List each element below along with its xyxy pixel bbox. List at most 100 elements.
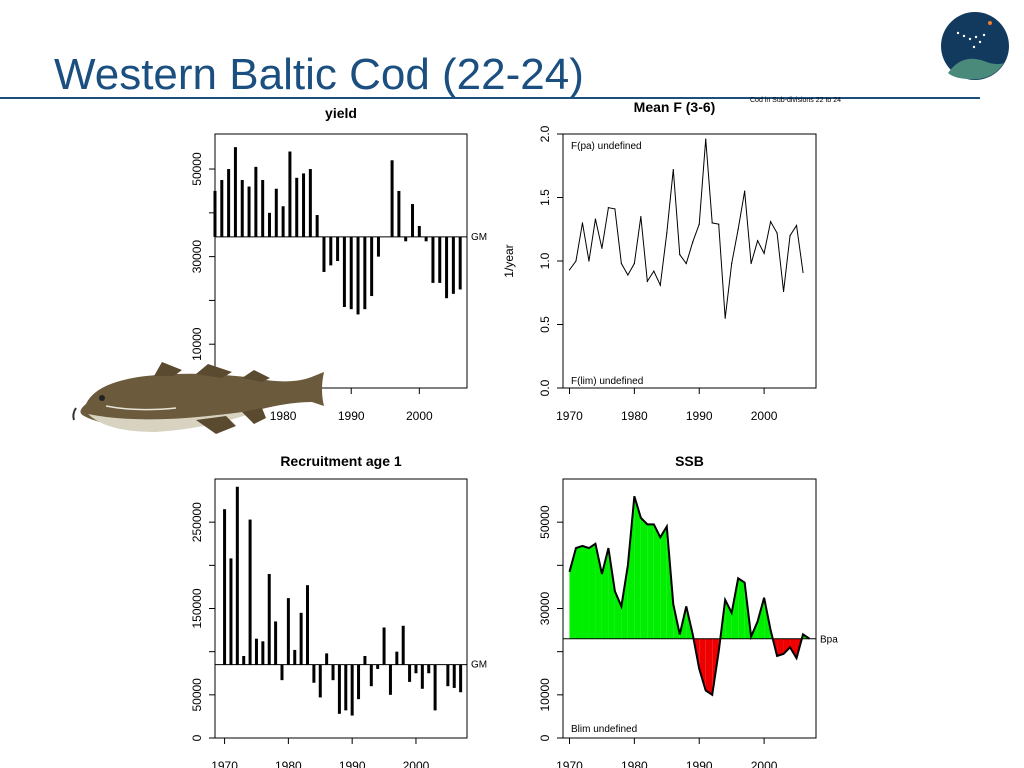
yield-baseline-label: GM xyxy=(471,232,487,243)
recruitment-bar xyxy=(459,664,463,693)
meanF-point xyxy=(698,223,700,225)
ssb-area-segment xyxy=(725,599,732,639)
recruitment-bar xyxy=(306,585,310,665)
recruitment-bar xyxy=(433,664,437,711)
meanF-point xyxy=(653,270,655,272)
recruitment-bar xyxy=(388,664,392,695)
yield-title: yield xyxy=(325,105,357,121)
meanF-point xyxy=(601,247,603,249)
ssb-area-segment xyxy=(738,578,745,639)
yield-xtick-label: 1990 xyxy=(338,409,365,423)
meanF-point xyxy=(744,190,746,192)
ssb-area-segment xyxy=(783,638,791,654)
ssb-area-segment xyxy=(705,638,713,695)
ssb-xtick-label: 1980 xyxy=(621,759,648,768)
yield-bar xyxy=(254,166,258,237)
recruitment-ytick-label: 150000 xyxy=(190,588,204,628)
recruitment-bar xyxy=(395,651,399,665)
meanF-ytick-label: 0.5 xyxy=(538,316,552,333)
recruitment-bar xyxy=(357,664,361,700)
yield-bar xyxy=(417,225,421,237)
recruitment-bar xyxy=(267,573,271,665)
ssb-series-line xyxy=(568,495,811,697)
meanF-xtick-label: 1970 xyxy=(556,409,583,423)
meanF-annotation-bottom: F(lim) undefined xyxy=(571,376,643,387)
recruitment-bar xyxy=(280,664,284,681)
yield-bar xyxy=(356,236,360,315)
recruitment-bar xyxy=(344,664,348,711)
meanF-point xyxy=(627,274,629,276)
yield-ytick-label: 30000 xyxy=(190,240,204,274)
yield-bar xyxy=(342,236,346,307)
ssb-area-segment xyxy=(731,578,739,639)
yield-bar xyxy=(267,212,271,237)
recruitment-bar xyxy=(414,664,418,674)
title-divider xyxy=(0,97,980,99)
recruitment-bar xyxy=(293,649,297,665)
recruitment-xtick-label: 2000 xyxy=(403,759,430,768)
meanF-point xyxy=(757,240,759,242)
recruitment-bar xyxy=(337,664,341,714)
meanF-title: Mean F (3-6) xyxy=(634,99,716,115)
recruitment-ytick-label: 0 xyxy=(190,734,204,741)
yield-bar xyxy=(390,160,394,237)
recruitment-title: Recruitment age 1 xyxy=(280,453,402,469)
recruitment-bar xyxy=(254,638,258,665)
meanF-point xyxy=(672,168,674,171)
recruitment-bar xyxy=(350,664,354,716)
meanF-series-line xyxy=(569,139,804,319)
meanF-point xyxy=(633,262,635,265)
meanF-point xyxy=(581,222,584,224)
recruitment-ytick-label: 250000 xyxy=(190,502,204,542)
recruitment-bar xyxy=(446,664,450,687)
meanF-point xyxy=(607,207,610,209)
ssb-area-segment xyxy=(647,524,654,639)
meanF-point xyxy=(692,241,694,243)
recruitment-xtick-label: 1970 xyxy=(211,759,238,768)
meanF-point xyxy=(795,224,798,227)
meanF-ytick-label: 0.0 xyxy=(538,379,552,396)
meanF-point xyxy=(763,252,765,254)
recruitment-bar xyxy=(229,558,233,665)
yield-bar xyxy=(363,236,367,310)
yield-bar xyxy=(411,204,415,237)
yield-ytick-label: 50000 xyxy=(190,152,204,186)
yield-bar xyxy=(424,236,428,242)
yield-bar xyxy=(233,147,237,237)
meanF-ytick-label: 1.0 xyxy=(538,252,552,269)
subdivision-note: Cod in Sub-divisions 22 to 24 xyxy=(750,97,841,104)
recruitment-bar xyxy=(331,664,335,681)
recruitment-xtick-label: 1980 xyxy=(275,759,302,768)
meanF-point xyxy=(594,218,597,220)
chart-recruitment: Recruitment age 1 0 50000 150000 250000 1970 1… xyxy=(190,453,487,768)
ssb-area-segment xyxy=(621,565,628,639)
ices-logo-icon xyxy=(941,12,1009,80)
meanF-point xyxy=(659,284,661,286)
recruitment-bar xyxy=(235,486,239,665)
chart-ssb: SSB 0 10000 30000 50000 1970 1980 1990 2000 Bpa Bl… xyxy=(538,453,838,768)
meanF-point xyxy=(737,228,739,230)
meanF-point xyxy=(769,221,772,223)
yield-bar xyxy=(274,188,278,237)
ssb-baseline-label: Bpa xyxy=(820,635,838,646)
recruitment-bar xyxy=(363,655,367,665)
yield-bar xyxy=(376,236,380,257)
meanF-point xyxy=(614,208,616,210)
meanF-point xyxy=(679,254,681,256)
ssb-area-segment xyxy=(699,638,706,691)
yield-xtick-label: 2000 xyxy=(406,409,433,423)
slide-title: Western Baltic Cod (22-24) xyxy=(54,50,584,99)
meanF-point xyxy=(724,317,726,319)
ssb-ytick-label: 50000 xyxy=(538,505,552,539)
ssb-xtick-label: 1970 xyxy=(556,759,583,768)
meanF-point xyxy=(776,232,778,234)
ssb-ytick-label: 30000 xyxy=(538,591,552,625)
ssb-area-segment xyxy=(582,545,589,639)
yield-bar xyxy=(349,236,353,310)
recruitment-bar xyxy=(369,664,373,687)
recruitment-bar xyxy=(299,612,303,665)
meanF-frame xyxy=(562,133,817,389)
ssb-area-segment xyxy=(634,496,641,639)
meanF-point xyxy=(731,262,733,265)
recruitment-bar xyxy=(223,509,227,665)
